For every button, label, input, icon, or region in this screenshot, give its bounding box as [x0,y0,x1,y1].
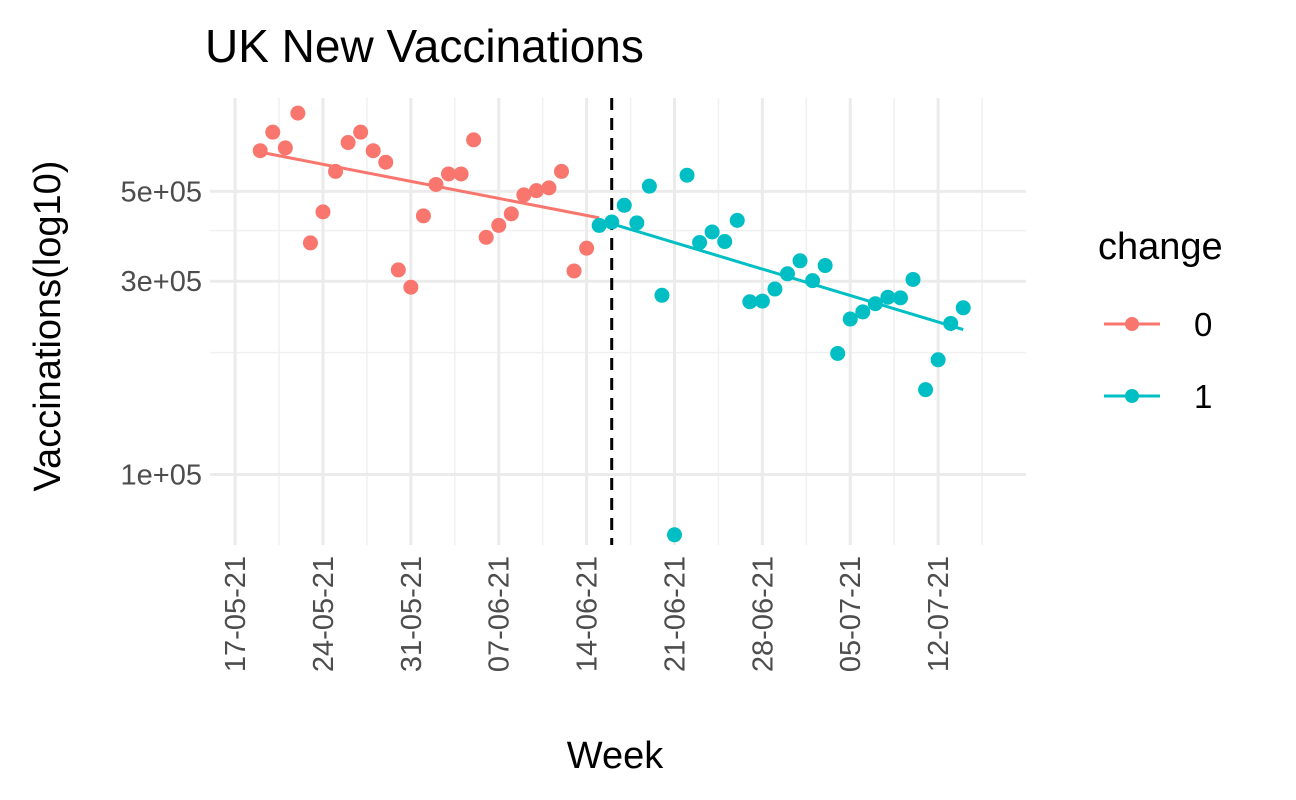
data-point-series-0 [277,140,293,156]
y-axis-ticks: 1e+05 3e+05 5e+05 [121,176,202,491]
data-point-series-1 [692,234,708,250]
data-point-series-1 [855,304,871,320]
data-point-series-1 [792,253,808,269]
data-point-series-0 [528,183,544,199]
data-point-series-1 [666,527,682,543]
data-point-series-1 [616,197,632,213]
data-point-series-0 [315,204,331,220]
data-point-series-0 [403,279,419,295]
data-point-series-0 [491,217,507,233]
data-point-series-0 [265,124,281,140]
data-point-series-1 [779,266,795,282]
chart-title: UK New Vaccinations [205,20,644,72]
data-point-series-1 [880,289,896,305]
grid [210,98,1026,545]
x-tick-label: 12-07-21 [923,556,955,672]
data-point-series-1 [704,224,720,240]
data-point-series-0 [503,206,519,222]
legend-entry-1: 1 [1104,378,1212,415]
data-point-series-0 [579,240,595,256]
data-point-series-1 [830,345,846,361]
data-point-series-0 [516,187,532,203]
x-tick-label: 07-06-21 [484,556,516,672]
x-tick-label: 28-06-21 [747,556,779,672]
data-point-series-0 [390,262,406,278]
legend-title: change [1098,226,1223,268]
data-point-series-0 [453,166,469,182]
data-point-series-0 [428,176,444,192]
data-point-series-0 [340,135,356,151]
legend: change 0 1 [1098,226,1223,415]
data-point-series-0 [415,208,431,224]
data-point-series-1 [842,311,858,327]
y-tick-label: 3e+05 [121,266,202,298]
data-point-series-0 [466,132,482,148]
data-point-series-0 [290,105,306,121]
data-point-series-1 [754,293,770,309]
data-point-series-0 [353,124,369,140]
x-tick-label: 17-05-21 [220,556,252,672]
data-point-series-1 [892,290,908,306]
data-point-series-1 [930,352,946,368]
data-point-series-1 [729,212,745,228]
data-point-series-1 [767,281,783,297]
legend-point-1 [1125,389,1139,403]
data-point-series-0 [554,163,570,179]
legend-point-0 [1125,317,1139,331]
data-point-series-0 [328,163,344,179]
data-point-series-0 [378,154,394,170]
data-point-series-0 [566,263,582,279]
legend-label-0: 0 [1194,306,1212,343]
x-tick-label: 21-06-21 [659,556,691,672]
data-point-series-1 [805,273,821,289]
legend-label-1: 1 [1194,378,1212,415]
data-point-series-1 [905,271,921,287]
y-axis-label: Vaccinations(log10) [27,161,69,492]
x-tick-label: 14-06-21 [572,556,604,672]
x-axis-label: Week [567,735,664,777]
data-point-series-1 [591,217,607,233]
data-point-series-1 [641,178,657,194]
data-point-series-0 [302,235,318,251]
x-tick-label: 31-05-21 [396,556,428,672]
data-point-series-1 [742,294,758,310]
x-tick-label: 05-07-21 [835,556,867,672]
y-tick-label: 1e+05 [121,460,202,492]
data-point-series-1 [717,234,733,250]
data-point-series-1 [817,258,833,274]
data-point-series-1 [654,287,670,303]
data-point-series-1 [955,300,971,316]
data-points [252,105,971,543]
data-point-series-0 [365,143,381,159]
data-point-series-1 [943,315,959,331]
y-tick-label: 5e+05 [121,176,202,208]
data-point-series-1 [867,296,883,312]
x-tick-label: 24-05-21 [308,556,340,672]
data-point-series-1 [679,167,695,183]
x-axis-ticks: 17-05-21 24-05-21 31-05-21 07-06-21 14-06-21… [220,556,955,672]
data-point-series-1 [629,215,645,231]
data-point-series-0 [478,229,494,245]
data-point-series-0 [441,166,457,182]
data-point-series-0 [541,180,557,196]
legend-entry-0: 0 [1104,306,1212,343]
data-point-series-1 [604,214,620,230]
data-point-series-1 [918,382,934,398]
data-point-series-0 [252,143,268,159]
